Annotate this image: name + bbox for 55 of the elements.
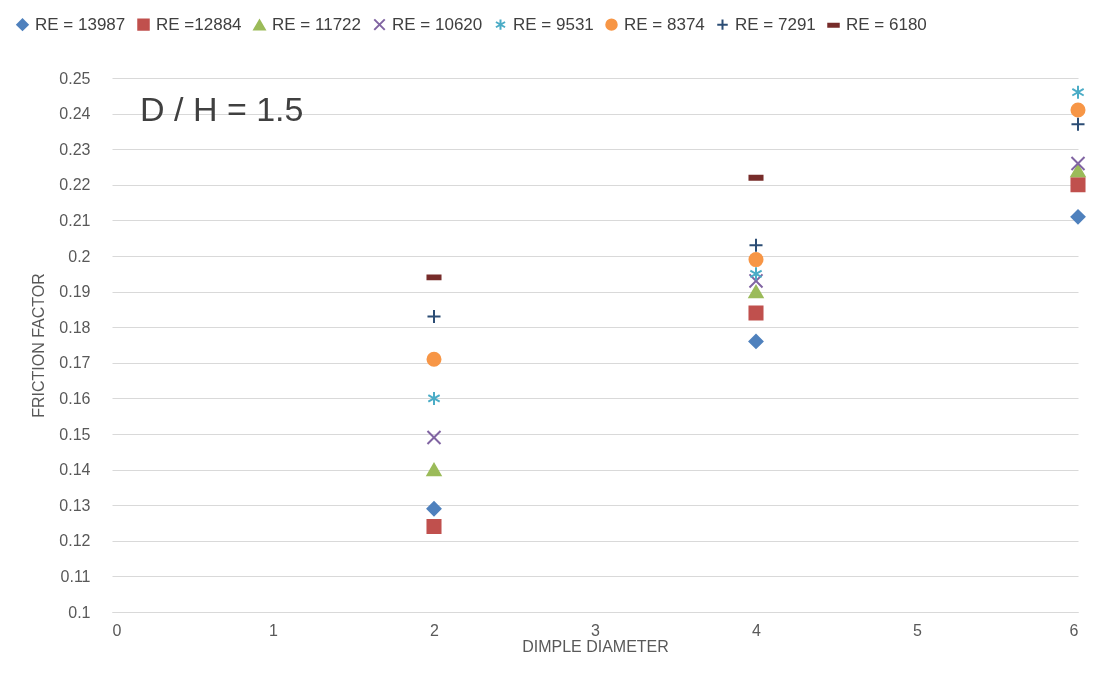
annotation: D / H = 1.5 (140, 90, 304, 128)
x-tick-label: 2 (430, 621, 440, 639)
point (1070, 163, 1086, 178)
x-tick-label: 0 (112, 621, 122, 639)
y-tick-label: 0.11 (60, 567, 91, 585)
y-tick-label: 0.19 (59, 283, 91, 301)
point (426, 462, 442, 477)
point (1070, 177, 1086, 193)
point (426, 351, 442, 367)
point (1070, 116, 1086, 132)
legend-label: RE = 8374 (624, 14, 705, 34)
y-tick-label: 0.15 (59, 425, 91, 443)
point (1070, 155, 1086, 171)
y-tick-label: 0.23 (59, 140, 91, 158)
y-tick-label: 0.21 (59, 211, 91, 229)
point (426, 501, 442, 517)
legend-label: RE =12884 (156, 14, 242, 34)
legend-label: RE = 10620 (392, 14, 483, 34)
x-tick-label: 5 (913, 621, 923, 639)
legend-label: RE = 13987 (35, 14, 126, 34)
point (748, 252, 764, 268)
point (426, 519, 442, 535)
x-axis-title: DIMPLE DIAMETER (522, 637, 669, 655)
point (426, 309, 442, 325)
x-tick-label: 6 (1069, 621, 1079, 639)
y-tick-label: 0.1 (68, 603, 91, 621)
y-tick-label: 0.25 (59, 69, 91, 87)
point (1071, 84, 1085, 100)
legend-label: RE = 9531 (513, 14, 594, 34)
point (1070, 102, 1086, 118)
point (748, 237, 764, 253)
x-tick-label: 3 (591, 621, 601, 639)
y-tick-label: 0.17 (59, 354, 91, 372)
y-tick-label: 0.2 (68, 247, 91, 265)
y-tick-label: 0.12 (59, 532, 91, 550)
point (426, 430, 442, 446)
point (1070, 209, 1086, 225)
legend-label: RE = 7291 (735, 14, 816, 34)
y-tick-label: 0.16 (59, 389, 91, 407)
y-tick-label: 0.24 (59, 105, 91, 123)
point (749, 266, 763, 282)
legend-label: RE = 6180 (846, 15, 927, 35)
point (427, 390, 441, 406)
y-tick-label: 0.22 (59, 176, 91, 194)
legend-label: RE = 11722 (272, 14, 362, 34)
y-tick-label: 0.14 (59, 461, 91, 479)
point (748, 284, 764, 299)
point (748, 305, 764, 321)
point (748, 333, 764, 349)
point (748, 273, 764, 289)
y-tick-label: 0.13 (59, 496, 91, 514)
x-tick-label: 1 (269, 621, 279, 639)
x-tick-label: 4 (752, 621, 762, 639)
y-tick-label: 0.18 (59, 318, 91, 336)
y-axis-title: FRICTION FACTOR (30, 273, 48, 418)
